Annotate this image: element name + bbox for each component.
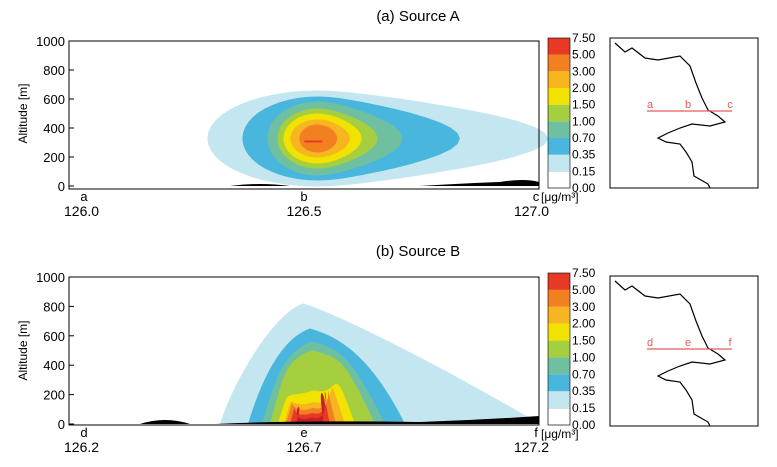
colorbar-swatch — [548, 154, 570, 172]
colorbar-label: 5.00 — [572, 48, 596, 62]
terrain — [230, 180, 539, 186]
y-tick-label: 200 — [43, 150, 65, 165]
x-tick-label: 126.7 — [286, 439, 321, 455]
colorbar-swatch — [547, 171, 571, 189]
colorbar-label: 0.70 — [572, 131, 596, 145]
y-axis-label: Altitude [m] — [16, 83, 30, 143]
contours — [220, 303, 540, 424]
colorbar-swatch — [548, 391, 570, 409]
y-tick-label: 800 — [43, 63, 65, 78]
coastline — [614, 42, 727, 189]
colorbar-swatch — [548, 71, 570, 88]
colorbar-label: 1.00 — [572, 114, 596, 128]
terrain-ridge — [420, 180, 539, 186]
colorbar-label: 2.00 — [572, 317, 596, 331]
x-tick-label: 127.0 — [514, 203, 549, 219]
colorbar-label: 7.50 — [572, 31, 596, 45]
colorbar-unit: [μg/m³] — [541, 427, 579, 441]
colorbar-label: 5.00 — [572, 283, 596, 297]
colorbar-swatch — [548, 273, 570, 290]
point-label: c — [533, 189, 540, 204]
contour-level-9 — [296, 392, 325, 424]
colorbar-unit: [μg/m³] — [541, 190, 579, 204]
map-label: b — [685, 99, 691, 111]
map-frame — [609, 37, 759, 189]
contours — [207, 90, 549, 187]
point-label: f — [534, 425, 538, 440]
colorbar-label: 3.00 — [572, 64, 596, 78]
colorbar-swatch — [548, 357, 570, 375]
y-tick-label: 800 — [43, 299, 65, 314]
y-tick-label: 600 — [43, 92, 65, 107]
y-tick-label: 600 — [43, 329, 65, 344]
colorbar-swatch — [548, 121, 570, 138]
colorbar-frame — [547, 272, 571, 426]
colorbar-swatch — [548, 38, 570, 55]
colorbar-swatch — [548, 323, 570, 341]
colorbar-label: 0.15 — [572, 401, 596, 415]
colorbar-label: 2.00 — [572, 81, 596, 95]
colorbar-label: 0.35 — [572, 384, 596, 398]
x-tick-label: 126.2 — [64, 439, 99, 455]
map-frame — [609, 275, 759, 427]
terrain-hill — [230, 184, 290, 186]
map-label: c — [727, 99, 733, 111]
colorbar-swatch — [547, 407, 571, 426]
colorbar-swatch — [548, 104, 570, 122]
coastline — [614, 280, 727, 427]
x-tick-label: 127.2 — [514, 439, 549, 455]
y-tick-label: 0 — [58, 417, 65, 432]
y-tick-label: 400 — [43, 121, 65, 136]
colorbar-swatch — [548, 138, 570, 155]
y-tick-label: 1000 — [36, 34, 65, 49]
colorbar-label: 1.50 — [572, 98, 596, 112]
colorbar-label: 1.50 — [572, 334, 596, 348]
colorbar-label: 0.70 — [572, 367, 596, 381]
y-tick-label: 400 — [43, 358, 65, 373]
x-tick-label: 126.0 — [64, 203, 99, 219]
colorbar-swatch — [548, 88, 570, 105]
y-axis-label: Altitude [m] — [16, 320, 30, 380]
point-label: d — [80, 425, 87, 440]
y-tick-label: 0 — [58, 179, 65, 194]
contour-level-8 — [290, 391, 330, 424]
plot-frame — [68, 276, 540, 426]
colorbar-label: 3.00 — [572, 300, 596, 314]
colorbar-label: 0.00 — [572, 181, 596, 195]
contour-level-7 — [299, 124, 338, 153]
colorbar-label: 0.35 — [572, 148, 596, 162]
colorbar-swatch — [548, 340, 570, 358]
panel-a-title: (a) Source A — [376, 8, 460, 25]
y-tick-label: 200 — [43, 388, 65, 403]
map-label: a — [647, 99, 654, 111]
colorbar-swatch — [548, 374, 570, 392]
map-label: e — [685, 337, 691, 349]
terrain — [140, 416, 539, 424]
map-label: d — [647, 337, 653, 349]
point-label: a — [80, 189, 88, 204]
colorbar-swatch — [548, 54, 570, 72]
colorbar-label: 0.00 — [572, 418, 596, 432]
colorbar-label: 1.00 — [572, 350, 596, 364]
y-tick-label: 1000 — [36, 270, 65, 285]
map-label: f — [728, 337, 732, 349]
colorbar-swatch — [548, 306, 570, 324]
colorbar-label: 7.50 — [572, 266, 596, 280]
panel-b-title: (b) Source B — [375, 243, 461, 260]
point-label: e — [300, 425, 307, 440]
terrain-ridge — [215, 416, 539, 424]
colorbar-label: 0.15 — [572, 164, 596, 178]
plot-frame — [68, 40, 540, 190]
point-label: b — [300, 189, 307, 204]
colorbar-frame — [547, 37, 571, 189]
terrain-hill — [140, 420, 190, 424]
x-tick-label: 126.5 — [286, 203, 321, 219]
colorbar-swatch — [548, 289, 570, 307]
